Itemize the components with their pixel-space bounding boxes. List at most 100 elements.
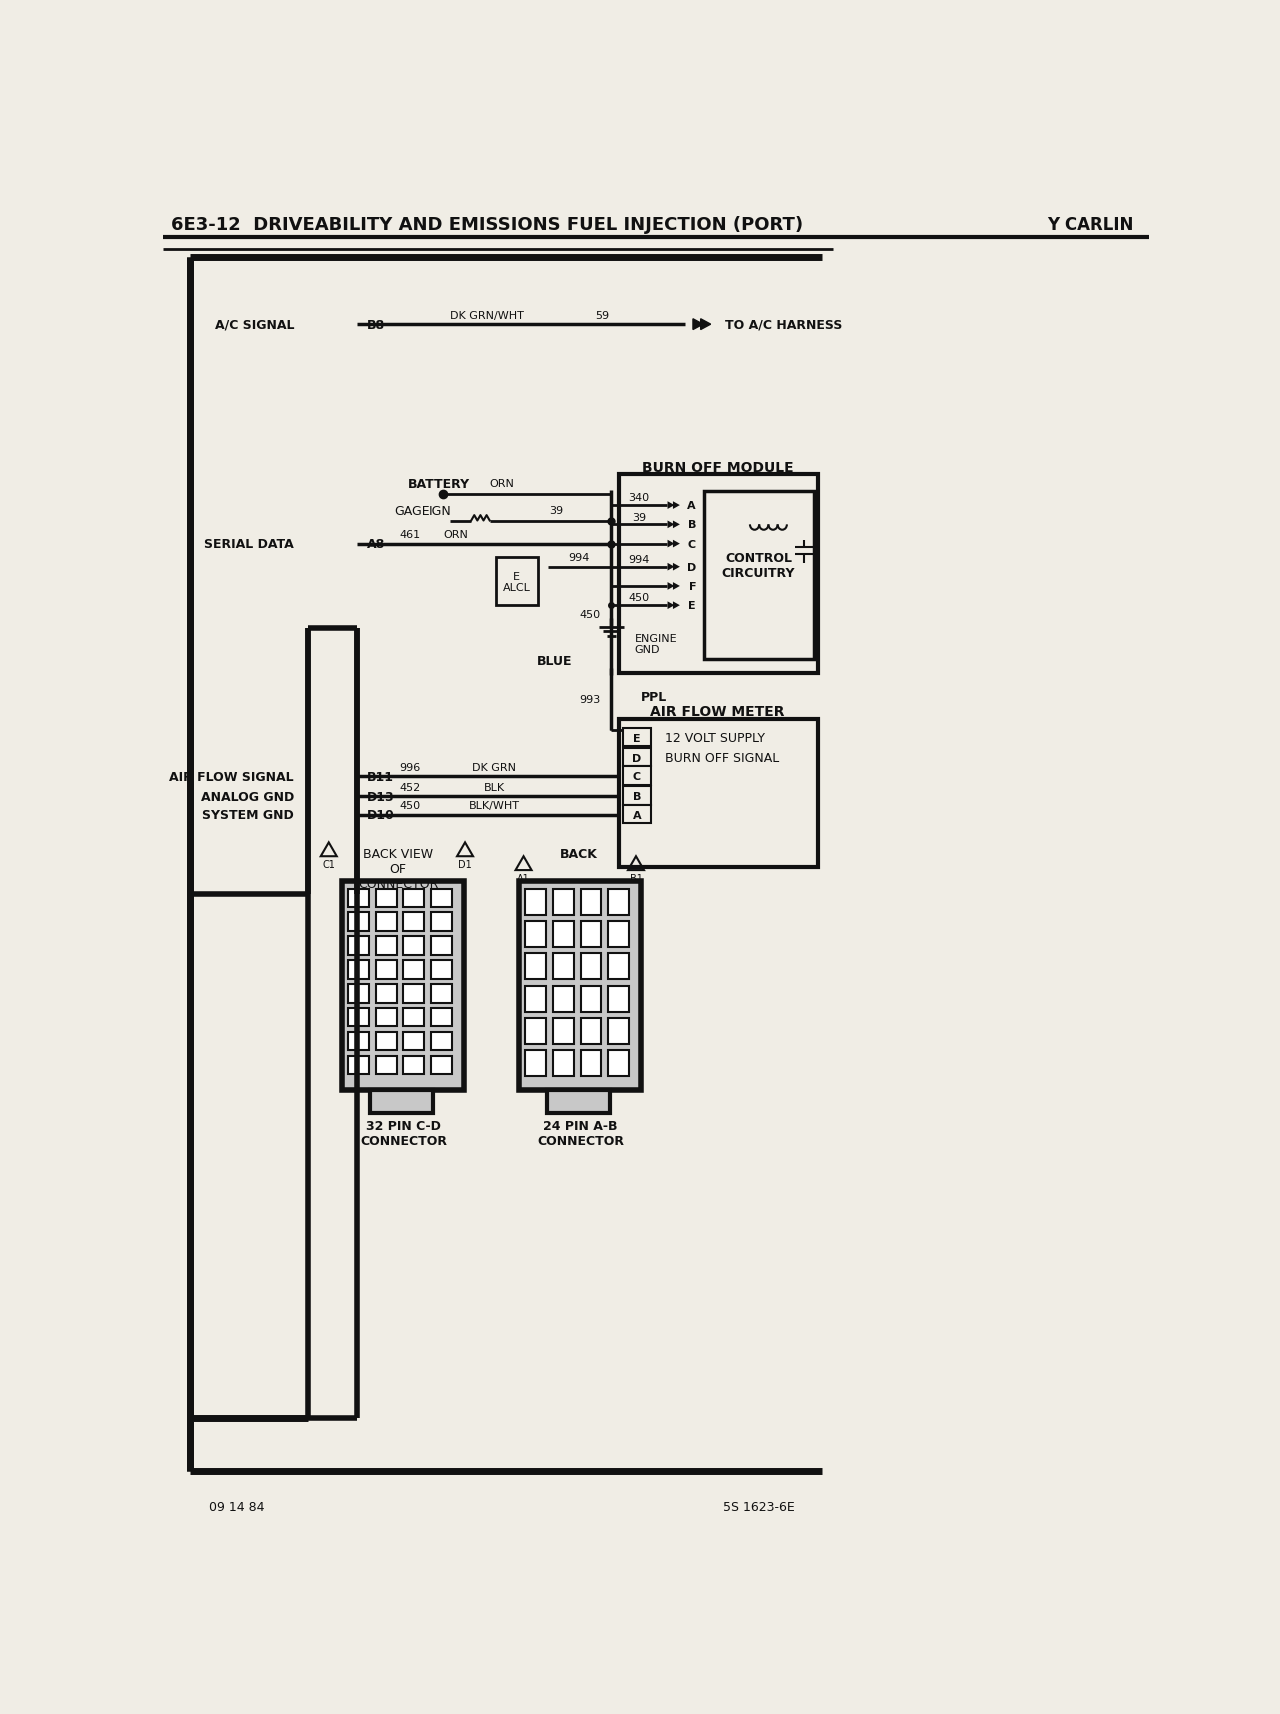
Bar bbox=[376, 938, 397, 955]
Text: BURN OFF MODULE: BURN OFF MODULE bbox=[641, 461, 794, 475]
Polygon shape bbox=[692, 319, 703, 331]
Bar bbox=[403, 984, 424, 1003]
Polygon shape bbox=[673, 502, 680, 509]
Bar bbox=[553, 1051, 573, 1076]
Bar bbox=[623, 806, 650, 824]
Bar bbox=[547, 1090, 609, 1114]
Bar bbox=[581, 986, 602, 1013]
Text: 24 PIN A-B
CONNECTOR: 24 PIN A-B CONNECTOR bbox=[538, 1119, 625, 1147]
Text: ANALOG GND: ANALOG GND bbox=[201, 790, 294, 804]
Polygon shape bbox=[673, 540, 680, 548]
Bar bbox=[553, 986, 573, 1013]
Text: 450: 450 bbox=[580, 610, 600, 620]
Text: A1: A1 bbox=[517, 872, 530, 883]
Text: 994: 994 bbox=[628, 555, 650, 564]
Polygon shape bbox=[700, 319, 710, 331]
Polygon shape bbox=[668, 502, 675, 509]
Bar bbox=[553, 922, 573, 948]
Text: ORN: ORN bbox=[443, 530, 468, 540]
Bar bbox=[623, 749, 650, 766]
Bar bbox=[623, 787, 650, 806]
Bar bbox=[431, 938, 452, 955]
Text: 994: 994 bbox=[568, 554, 590, 564]
Polygon shape bbox=[673, 564, 680, 571]
Bar bbox=[525, 922, 545, 948]
Polygon shape bbox=[668, 521, 675, 530]
Text: DK GRN: DK GRN bbox=[472, 763, 516, 773]
Text: 59: 59 bbox=[595, 310, 609, 321]
Text: 12 VOLT SUPPLY: 12 VOLT SUPPLY bbox=[666, 732, 765, 744]
Text: 5S 1623-6E: 5S 1623-6E bbox=[723, 1500, 795, 1513]
Polygon shape bbox=[673, 521, 680, 530]
Text: E: E bbox=[689, 602, 696, 610]
Text: 340: 340 bbox=[628, 494, 650, 504]
Bar bbox=[403, 914, 424, 931]
Text: 39: 39 bbox=[549, 506, 563, 516]
Bar bbox=[525, 953, 545, 980]
Bar bbox=[518, 881, 640, 1090]
Bar bbox=[376, 1032, 397, 1051]
Text: PPL: PPL bbox=[640, 691, 667, 703]
Polygon shape bbox=[668, 583, 675, 590]
Bar bbox=[348, 960, 369, 979]
Text: A: A bbox=[632, 811, 641, 821]
Text: 450: 450 bbox=[628, 593, 650, 603]
Bar bbox=[431, 1056, 452, 1075]
Bar bbox=[525, 1051, 545, 1076]
Bar bbox=[376, 1008, 397, 1027]
Text: A: A bbox=[687, 500, 696, 511]
Bar bbox=[348, 938, 369, 955]
Text: BATTERY: BATTERY bbox=[408, 478, 470, 490]
Bar bbox=[431, 960, 452, 979]
Bar bbox=[495, 559, 538, 605]
Text: B11: B11 bbox=[366, 770, 393, 783]
Text: 993: 993 bbox=[580, 694, 600, 704]
Bar bbox=[376, 1056, 397, 1075]
Bar bbox=[431, 984, 452, 1003]
Text: ENGINE
GND: ENGINE GND bbox=[635, 634, 677, 655]
Text: E
ALCL: E ALCL bbox=[503, 571, 531, 593]
Text: B8: B8 bbox=[366, 319, 384, 331]
Bar bbox=[581, 1018, 602, 1044]
Text: A8: A8 bbox=[366, 538, 385, 550]
Text: BLUE: BLUE bbox=[536, 655, 572, 668]
Text: C: C bbox=[687, 540, 696, 548]
Bar bbox=[403, 960, 424, 979]
Text: 996: 996 bbox=[399, 763, 420, 773]
Bar bbox=[376, 960, 397, 979]
Bar bbox=[525, 986, 545, 1013]
Text: D: D bbox=[632, 752, 641, 763]
Text: Y CARLIN: Y CARLIN bbox=[1047, 216, 1133, 233]
Text: 452: 452 bbox=[399, 783, 420, 792]
Bar bbox=[620, 720, 818, 867]
Polygon shape bbox=[673, 602, 680, 610]
Bar bbox=[623, 728, 650, 747]
Bar bbox=[403, 938, 424, 955]
Text: 32 PIN C-D
CONNECTOR: 32 PIN C-D CONNECTOR bbox=[360, 1119, 447, 1147]
Text: BACK: BACK bbox=[561, 848, 598, 860]
Bar bbox=[348, 914, 369, 931]
Bar bbox=[348, 1032, 369, 1051]
Bar bbox=[581, 922, 602, 948]
Bar bbox=[403, 890, 424, 907]
Bar bbox=[431, 1008, 452, 1027]
Text: B1: B1 bbox=[630, 872, 643, 883]
Text: A/C SIGNAL: A/C SIGNAL bbox=[215, 319, 294, 331]
Text: 39: 39 bbox=[632, 512, 646, 523]
Bar bbox=[553, 890, 573, 915]
Text: CONTROL
CIRCUITRY: CONTROL CIRCUITRY bbox=[722, 552, 795, 579]
Text: F: F bbox=[689, 581, 696, 591]
Text: ORN: ORN bbox=[489, 478, 515, 488]
Bar bbox=[581, 1051, 602, 1076]
Bar bbox=[525, 890, 545, 915]
Bar bbox=[431, 1032, 452, 1051]
Text: B: B bbox=[632, 792, 641, 802]
Bar bbox=[431, 914, 452, 931]
Bar bbox=[608, 1051, 628, 1076]
Bar bbox=[608, 953, 628, 980]
Bar bbox=[403, 1008, 424, 1027]
Text: E: E bbox=[632, 734, 640, 744]
Bar bbox=[348, 890, 369, 907]
Bar bbox=[403, 1056, 424, 1075]
Text: GAGE: GAGE bbox=[394, 504, 430, 518]
